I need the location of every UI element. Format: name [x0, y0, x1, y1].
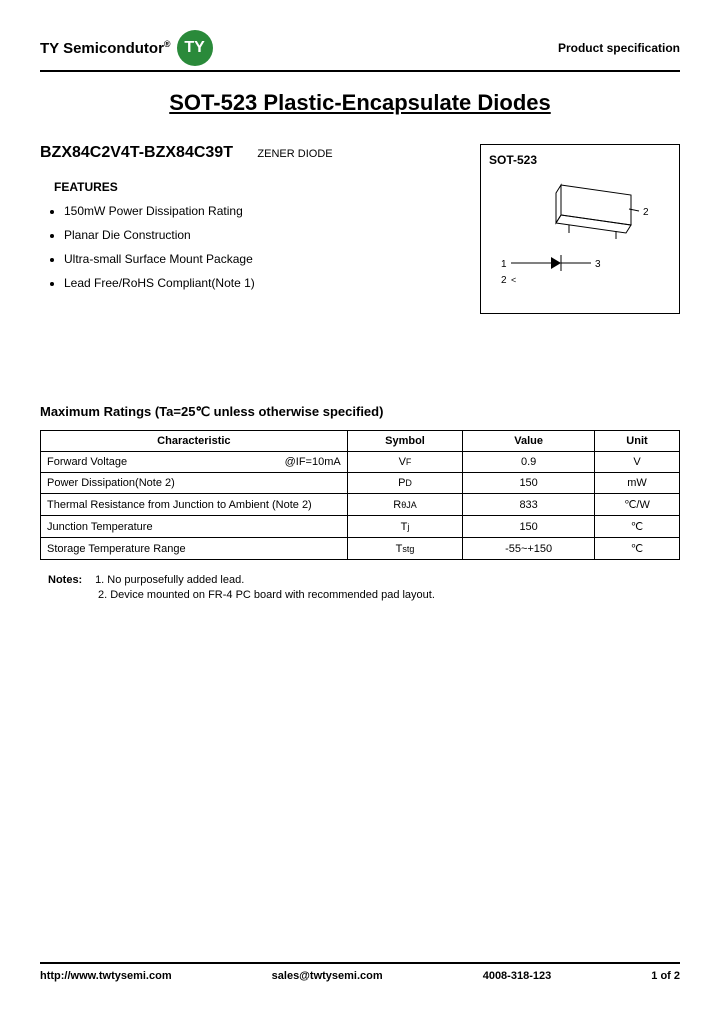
ratings-heading: Maximum Ratings (Ta=25℃ unless otherwise… [40, 404, 680, 420]
table-row: Junction Temperature Tj 150 ℃ [41, 516, 680, 538]
note-item: 2. Device mounted on FR-4 PC board with … [40, 589, 680, 601]
part-section: BZX84C2V4T-BZX84C39T ZENER DIODE FEATURE… [40, 144, 680, 314]
cell-unit: ℃ [594, 516, 679, 538]
pin-2-schematic-label: 2 [501, 275, 507, 286]
svg-text:<: < [511, 275, 516, 285]
cell-value: -55~+150 [463, 538, 595, 560]
features-list: 150mW Power Dissipation Rating Planar Di… [64, 204, 455, 290]
footer-email: sales@twtysemi.com [272, 970, 383, 982]
logo-icon: TY [177, 30, 213, 66]
note-item: 1. No purposefully added lead. [95, 574, 244, 586]
cell-value: 0.9 [463, 452, 595, 473]
table-row: Power Dissipation(Note 2) PD 150 mW [41, 473, 680, 494]
product-spec-label: Product specification [558, 41, 680, 55]
page-title: SOT-523 Plastic-Encapsulate Diodes [40, 90, 680, 116]
package-outline-icon: 2 1 3 2 < [501, 175, 661, 305]
table-row: Thermal Resistance from Junction to Ambi… [41, 494, 680, 516]
brand-name: TY Semicondutor® [40, 39, 171, 57]
header-divider [40, 70, 680, 72]
cell-symbol: Tstg [347, 538, 463, 560]
cell-unit: ℃ [594, 538, 679, 560]
cell-value: 150 [463, 473, 595, 494]
footer-page: 1 of 2 [651, 970, 680, 982]
package-diagram: SOT-523 2 1 3 2 < [480, 144, 680, 314]
cell-char: Storage Temperature Range [41, 538, 348, 560]
feature-item: Lead Free/RoHS Compliant(Note 1) [64, 276, 455, 290]
col-value: Value [463, 431, 595, 452]
header: TY Semicondutor® TY Product specificatio… [40, 30, 680, 66]
footer: http://www.twtysemi.com sales@twtysemi.c… [40, 962, 680, 982]
part-type: ZENER DIODE [257, 148, 332, 160]
cell-value: 150 [463, 516, 595, 538]
footer-url: http://www.twtysemi.com [40, 970, 172, 982]
ratings-table: Characteristic Symbol Value Unit Forward… [40, 430, 680, 560]
feature-item: Ultra-small Surface Mount Package [64, 252, 455, 266]
col-unit: Unit [594, 431, 679, 452]
cell-char: Power Dissipation(Note 2) [41, 473, 348, 494]
notes-section: Notes: 1. No purposefully added lead. 2.… [40, 574, 680, 601]
pin-1-label: 1 [501, 259, 507, 270]
cell-unit: ℃/W [594, 494, 679, 516]
cell-symbol: Tj [347, 516, 463, 538]
pin-2-label: 2 [643, 207, 649, 218]
cell-unit: mW [594, 473, 679, 494]
table-row: Forward Voltage@IF=10mA VF 0.9 V [41, 452, 680, 473]
table-header-row: Characteristic Symbol Value Unit [41, 431, 680, 452]
cell-symbol: RθJA [347, 494, 463, 516]
footer-divider [40, 962, 680, 964]
table-row: Storage Temperature Range Tstg -55~+150 … [41, 538, 680, 560]
registered-mark: ® [164, 39, 171, 49]
feature-item: 150mW Power Dissipation Rating [64, 204, 455, 218]
notes-label: Notes: [48, 574, 92, 586]
cell-value: 833 [463, 494, 595, 516]
package-label: SOT-523 [489, 153, 671, 167]
cell-char: Forward Voltage@IF=10mA [41, 452, 348, 473]
cell-symbol: VF [347, 452, 463, 473]
cell-symbol: PD [347, 473, 463, 494]
feature-item: Planar Die Construction [64, 228, 455, 242]
col-symbol: Symbol [347, 431, 463, 452]
part-number: BZX84C2V4T-BZX84C39T [40, 144, 233, 162]
cell-unit: V [594, 452, 679, 473]
cell-char: Junction Temperature [41, 516, 348, 538]
cell-char: Thermal Resistance from Junction to Ambi… [41, 494, 348, 516]
features-heading: FEATURES [54, 180, 455, 194]
col-characteristic: Characteristic [41, 431, 348, 452]
pin-3-label: 3 [595, 259, 601, 270]
footer-phone: 4008-318-123 [483, 970, 552, 982]
brand-block: TY Semicondutor® TY [40, 30, 213, 66]
